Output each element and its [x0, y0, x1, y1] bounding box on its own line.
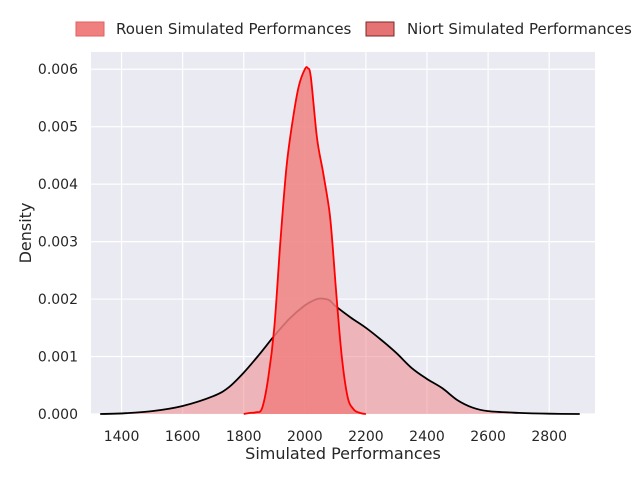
y-tick-label: 0.003	[38, 235, 78, 251]
x-tick-label: 1800	[226, 429, 262, 445]
legend: Rouen Simulated Performances Niort Simul…	[76, 20, 632, 38]
x-tick-label: 2200	[348, 429, 384, 445]
x-tick-label: 1400	[104, 429, 140, 445]
x-tick-label: 2800	[531, 429, 567, 445]
x-tick-label: 2000	[287, 429, 323, 445]
legend-label-rouen: Rouen Simulated Performances	[116, 20, 352, 38]
legend-swatch-rouen	[76, 22, 104, 36]
x-axis-label: Simulated Performances	[245, 444, 441, 463]
x-tick-label: 1600	[165, 429, 201, 445]
y-tick-label: 0.002	[38, 292, 78, 308]
y-axis-ticks: 0.000 0.001 0.002 0.003 0.004 0.005 0.006	[38, 62, 78, 423]
y-tick-label: 0.000	[38, 407, 78, 423]
x-tick-label: 2600	[470, 429, 506, 445]
y-tick-label: 0.001	[38, 350, 78, 366]
x-tick-label: 2400	[409, 429, 445, 445]
y-tick-label: 0.006	[38, 62, 78, 78]
y-tick-label: 0.005	[38, 120, 78, 136]
legend-swatch-niort	[366, 22, 394, 36]
legend-label-niort: Niort Simulated Performances	[407, 20, 632, 38]
x-axis-ticks: 1400 1600 1800 2000 2200 2400 2600 2800	[104, 429, 567, 445]
y-axis-label: Density	[16, 203, 35, 264]
y-tick-label: 0.004	[38, 177, 78, 193]
